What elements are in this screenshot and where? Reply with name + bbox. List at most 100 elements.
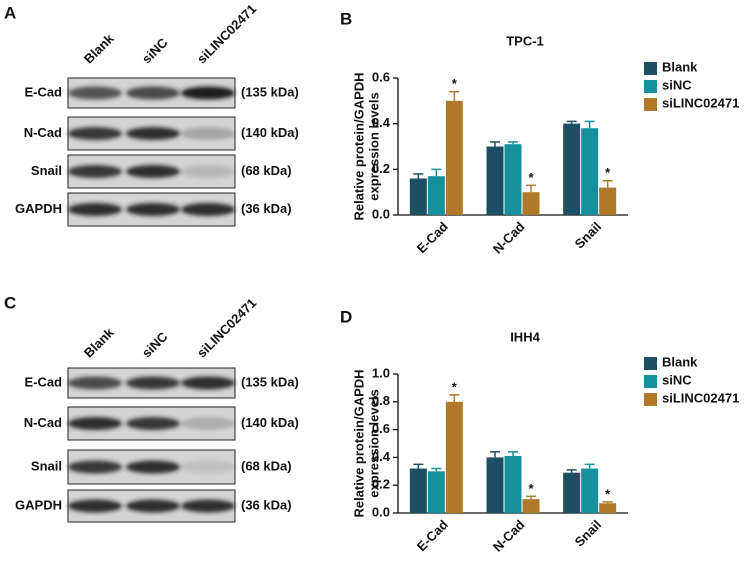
chart-title: IHH4: [510, 329, 540, 344]
band: [181, 127, 235, 140]
error-bar: [431, 168, 442, 177]
error-bar: [413, 173, 424, 179]
bar: [445, 401, 463, 513]
protein-label: E-Cad: [24, 374, 62, 389]
bar: [563, 123, 581, 215]
band: [68, 499, 122, 513]
y-tick-label: 0.2: [372, 477, 390, 492]
bar: [504, 456, 522, 513]
bar: [504, 144, 522, 215]
lane-label: Blank: [81, 324, 117, 360]
error-bar: [449, 90, 460, 101]
bar: [409, 178, 427, 215]
band: [126, 127, 180, 140]
x-tick-label: E-Cad: [414, 219, 451, 256]
y-tick-label: 1.0: [372, 365, 390, 380]
legend-swatch: [644, 80, 657, 93]
bar: [599, 503, 617, 513]
y-axis-label: Relative protein/GAPDH: [351, 369, 366, 517]
bar: [581, 468, 599, 513]
band: [68, 165, 122, 178]
legend-label: Blank: [662, 59, 698, 74]
protein-label: Snail: [31, 458, 62, 473]
kda-label: (68 kDa): [241, 458, 292, 473]
legend-swatch: [644, 393, 657, 406]
kda-label: (68 kDa): [241, 163, 292, 178]
protein-label: GAPDH: [15, 497, 62, 512]
bar: [563, 472, 581, 513]
bar: [486, 146, 504, 215]
error-bar: [566, 469, 577, 473]
band: [126, 460, 180, 474]
protein-label: N-Cad: [24, 125, 62, 140]
bar: [522, 499, 540, 513]
legend-label: siNC: [662, 372, 692, 387]
error-bar: [490, 451, 500, 458]
error-bar: [602, 180, 613, 188]
y-tick-label: 0.0: [372, 206, 390, 221]
bar: [427, 471, 445, 513]
bar: [486, 457, 504, 513]
x-tick-label: N-Cad: [490, 517, 528, 555]
significance-mark: *: [452, 379, 458, 394]
y-tick-label: 0.2: [372, 161, 390, 176]
band: [68, 127, 122, 140]
error-bar: [526, 184, 536, 193]
kda-label: (36 kDa): [241, 201, 292, 216]
lane-label: Blank: [81, 30, 117, 66]
y-axis-label: Relative protein/GAPDH: [351, 72, 366, 220]
bar: [409, 468, 427, 513]
y-axis-label: expression levels: [366, 389, 381, 497]
kda-label: (135 kDa): [241, 374, 299, 389]
y-tick-label: 0.4: [372, 115, 391, 130]
kda-label: (140 kDa): [241, 415, 299, 430]
legend-swatch: [644, 357, 657, 370]
legend-swatch: [644, 98, 657, 111]
protein-label: E-Cad: [24, 84, 62, 99]
panel-letter: D: [340, 307, 352, 326]
band: [181, 460, 235, 474]
band: [126, 376, 180, 390]
bar: [427, 176, 445, 215]
bar: [522, 192, 540, 215]
y-tick-label: 0.6: [372, 421, 390, 436]
panel-letter: A: [4, 3, 16, 22]
bar: [581, 128, 599, 215]
y-tick-label: 0.6: [372, 69, 390, 84]
band: [181, 203, 235, 216]
protein-label: N-Cad: [24, 415, 62, 430]
band: [126, 165, 180, 178]
lane-label: siNC: [139, 35, 171, 67]
chart-title: TPC-1: [506, 33, 544, 48]
legend-swatch: [644, 62, 657, 75]
lane-label: siNC: [139, 329, 171, 361]
panel-letter: B: [340, 9, 352, 28]
band: [68, 417, 122, 430]
legend-swatch: [644, 375, 657, 388]
kda-label: (36 kDa): [241, 497, 292, 512]
x-tick-label: Snail: [572, 219, 605, 252]
band: [68, 203, 122, 216]
error-bar: [508, 141, 518, 145]
band: [181, 376, 235, 390]
significance-mark: *: [528, 170, 534, 185]
protein-label: Snail: [31, 163, 62, 178]
x-tick-label: Snail: [572, 517, 605, 550]
panel-letter: C: [4, 293, 16, 312]
error-bar: [413, 463, 424, 469]
error-bar: [526, 495, 536, 500]
error-bar: [584, 120, 595, 129]
band: [181, 417, 235, 430]
error-bar: [584, 463, 595, 469]
kda-label: (140 kDa): [241, 125, 299, 140]
bar: [445, 100, 463, 215]
legend-label: siLINC02471: [662, 95, 739, 110]
band: [68, 460, 122, 474]
significance-mark: *: [528, 481, 534, 496]
band: [126, 417, 180, 430]
lane-label: siLINC02471: [194, 1, 259, 66]
bar: [599, 187, 617, 215]
legend-label: Blank: [662, 354, 698, 369]
y-tick-label: 0.4: [372, 449, 391, 464]
